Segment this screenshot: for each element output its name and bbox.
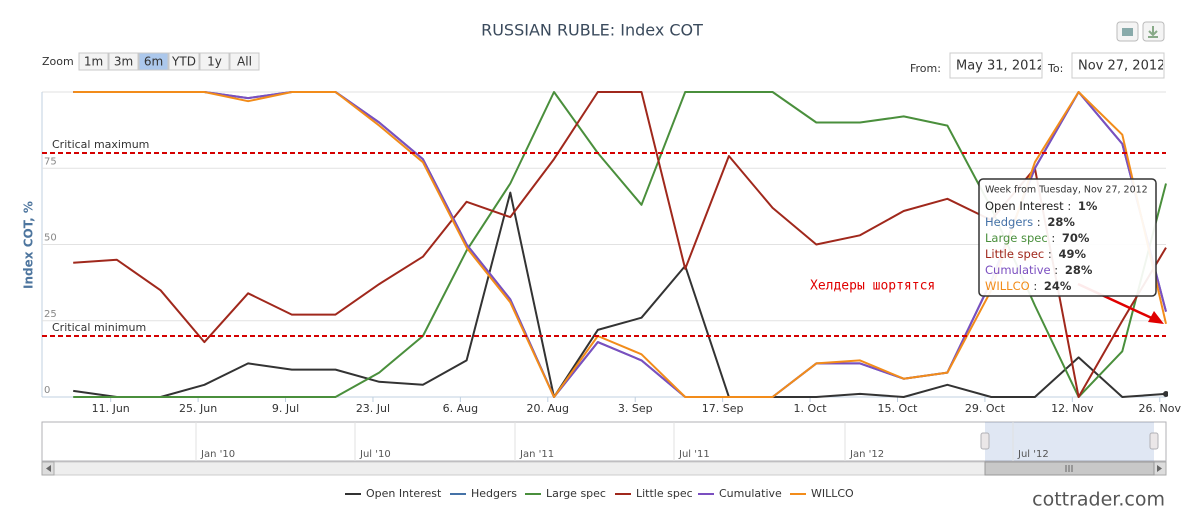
separator: : (1048, 231, 1059, 245)
tooltip-value: 28% (1047, 215, 1075, 229)
separator: : (1033, 215, 1044, 229)
scrollbar[interactable] (41, 461, 1167, 476)
navigator[interactable] (41, 421, 1167, 462)
watermark: cottrader.com (1032, 489, 1165, 511)
tooltip-title: Week from Tuesday, Nov 27, 2012 (985, 185, 1148, 196)
x-tick-label: 23. Jul (356, 402, 390, 415)
tooltip-value: 1% (1078, 199, 1098, 213)
x-tick-label: 3. Sep (618, 402, 653, 415)
from-value[interactable]: May 31, 2012 (956, 59, 1045, 74)
x-tick-label: 1. Oct (794, 402, 828, 415)
navigator-label: Jan '12 (849, 449, 884, 460)
navigator-label: Jul '10 (359, 449, 391, 460)
export-buttons[interactable] (1116, 21, 1165, 42)
tooltip-value: 28% (1065, 263, 1093, 277)
x-tick-label: 29. Oct (965, 402, 1006, 415)
tooltip-series-name: Hedgers (985, 215, 1033, 229)
zoom-button-label[interactable]: 1y (207, 55, 222, 69)
from-input[interactable] (949, 52, 1043, 79)
zoom-button[interactable] (199, 52, 230, 71)
critical-label: Critical maximum (52, 138, 149, 151)
tooltip-series-name: Little spec (985, 247, 1044, 261)
legend-label[interactable]: WILLCO (811, 487, 854, 500)
separator: : (1030, 279, 1041, 293)
tooltip-row: Cumulative : 28% (985, 263, 1093, 277)
legend-label[interactable]: Large spec (546, 487, 606, 500)
x-tick-label: 26. Nov (1139, 402, 1182, 415)
legend-label[interactable]: Cumulative (719, 487, 782, 500)
zoom-button[interactable] (138, 52, 169, 71)
x-tick-label: 25. Jun (179, 402, 217, 415)
annotation-text: Хелдеры шортятся (810, 279, 935, 294)
y-tick-label: 75 (44, 156, 57, 167)
navigator-handles[interactable] (980, 432, 1159, 450)
tooltip-value: 49% (1058, 247, 1086, 261)
series-line (73, 91, 1167, 398)
to-value[interactable]: Nov 27, 2012 (1078, 59, 1165, 74)
x-tick-label: 12. Nov (1051, 402, 1094, 415)
x-tick-label: 15. Oct (877, 402, 918, 415)
from-label: From: (910, 62, 941, 75)
zoom-button-label[interactable]: 3m (114, 55, 133, 69)
tooltip-series-name: WILLCO (985, 279, 1030, 293)
tooltip-row: WILLCO : 24% (985, 279, 1072, 293)
legend-label[interactable]: Little spec (636, 487, 693, 500)
zoom-button[interactable] (168, 52, 200, 71)
separator: : (1051, 263, 1062, 277)
zoom-button[interactable] (229, 52, 260, 71)
y-axis-title: Index COT, % (22, 201, 36, 289)
zoom-button[interactable] (108, 52, 139, 71)
y-tick-label: 25 (44, 309, 57, 320)
x-tick-label: 11. Jun (92, 402, 130, 415)
to-input[interactable] (1071, 52, 1165, 79)
navigator-selection[interactable] (985, 422, 1154, 461)
tooltip-value: 24% (1044, 279, 1072, 293)
navigator-label: Jul '12 (1017, 449, 1049, 460)
x-tick-label: 17. Sep (702, 402, 744, 415)
navigator-label: Jan '10 (200, 449, 235, 460)
x-tick-label: 20. Aug (527, 402, 569, 415)
critical-label: Critical minimum (52, 321, 146, 334)
tooltip-value: 70% (1062, 231, 1090, 245)
navigator-label: Jan '11 (519, 449, 554, 460)
y-tick-label: 0 (44, 385, 50, 396)
separator: : (1044, 247, 1055, 261)
point-marker (1163, 390, 1168, 397)
legend-label[interactable]: Open Interest (366, 487, 442, 500)
zoom-button-label[interactable]: YTD (171, 55, 196, 69)
separator: : (1064, 199, 1075, 213)
series-line (73, 191, 1167, 398)
chart-title: RUSSIAN RUBLE: Index COT (481, 21, 703, 40)
tooltip-row: Hedgers : 28% (985, 215, 1075, 229)
x-tick-label: 6. Aug (443, 402, 478, 415)
to-label: To: (1047, 62, 1063, 75)
x-tick-label: 9. Jul (272, 402, 299, 415)
navigator-label: Jul '11 (678, 449, 710, 460)
tooltip-box (978, 178, 1157, 297)
tooltip-row: Little spec : 49% (985, 247, 1086, 261)
tooltip-series-name: Open Interest (985, 199, 1064, 213)
zoom-button-label[interactable]: All (237, 55, 252, 69)
zoom-button-label[interactable]: 1m (84, 55, 103, 69)
annotation-arrowhead (1148, 311, 1164, 324)
tooltip-row: Large spec : 70% (985, 231, 1090, 245)
zoom-button-label[interactable]: 6m (144, 55, 163, 69)
tooltip-row: Open Interest : 1% (985, 199, 1098, 213)
tooltip-series-name: Cumulative (985, 263, 1051, 277)
tooltip-series-name: Large spec (985, 231, 1048, 245)
zoom-label: Zoom (42, 55, 74, 68)
y-tick-label: 50 (44, 233, 57, 244)
zoom-button[interactable] (78, 52, 109, 71)
legend-label[interactable]: Hedgers (471, 487, 517, 500)
